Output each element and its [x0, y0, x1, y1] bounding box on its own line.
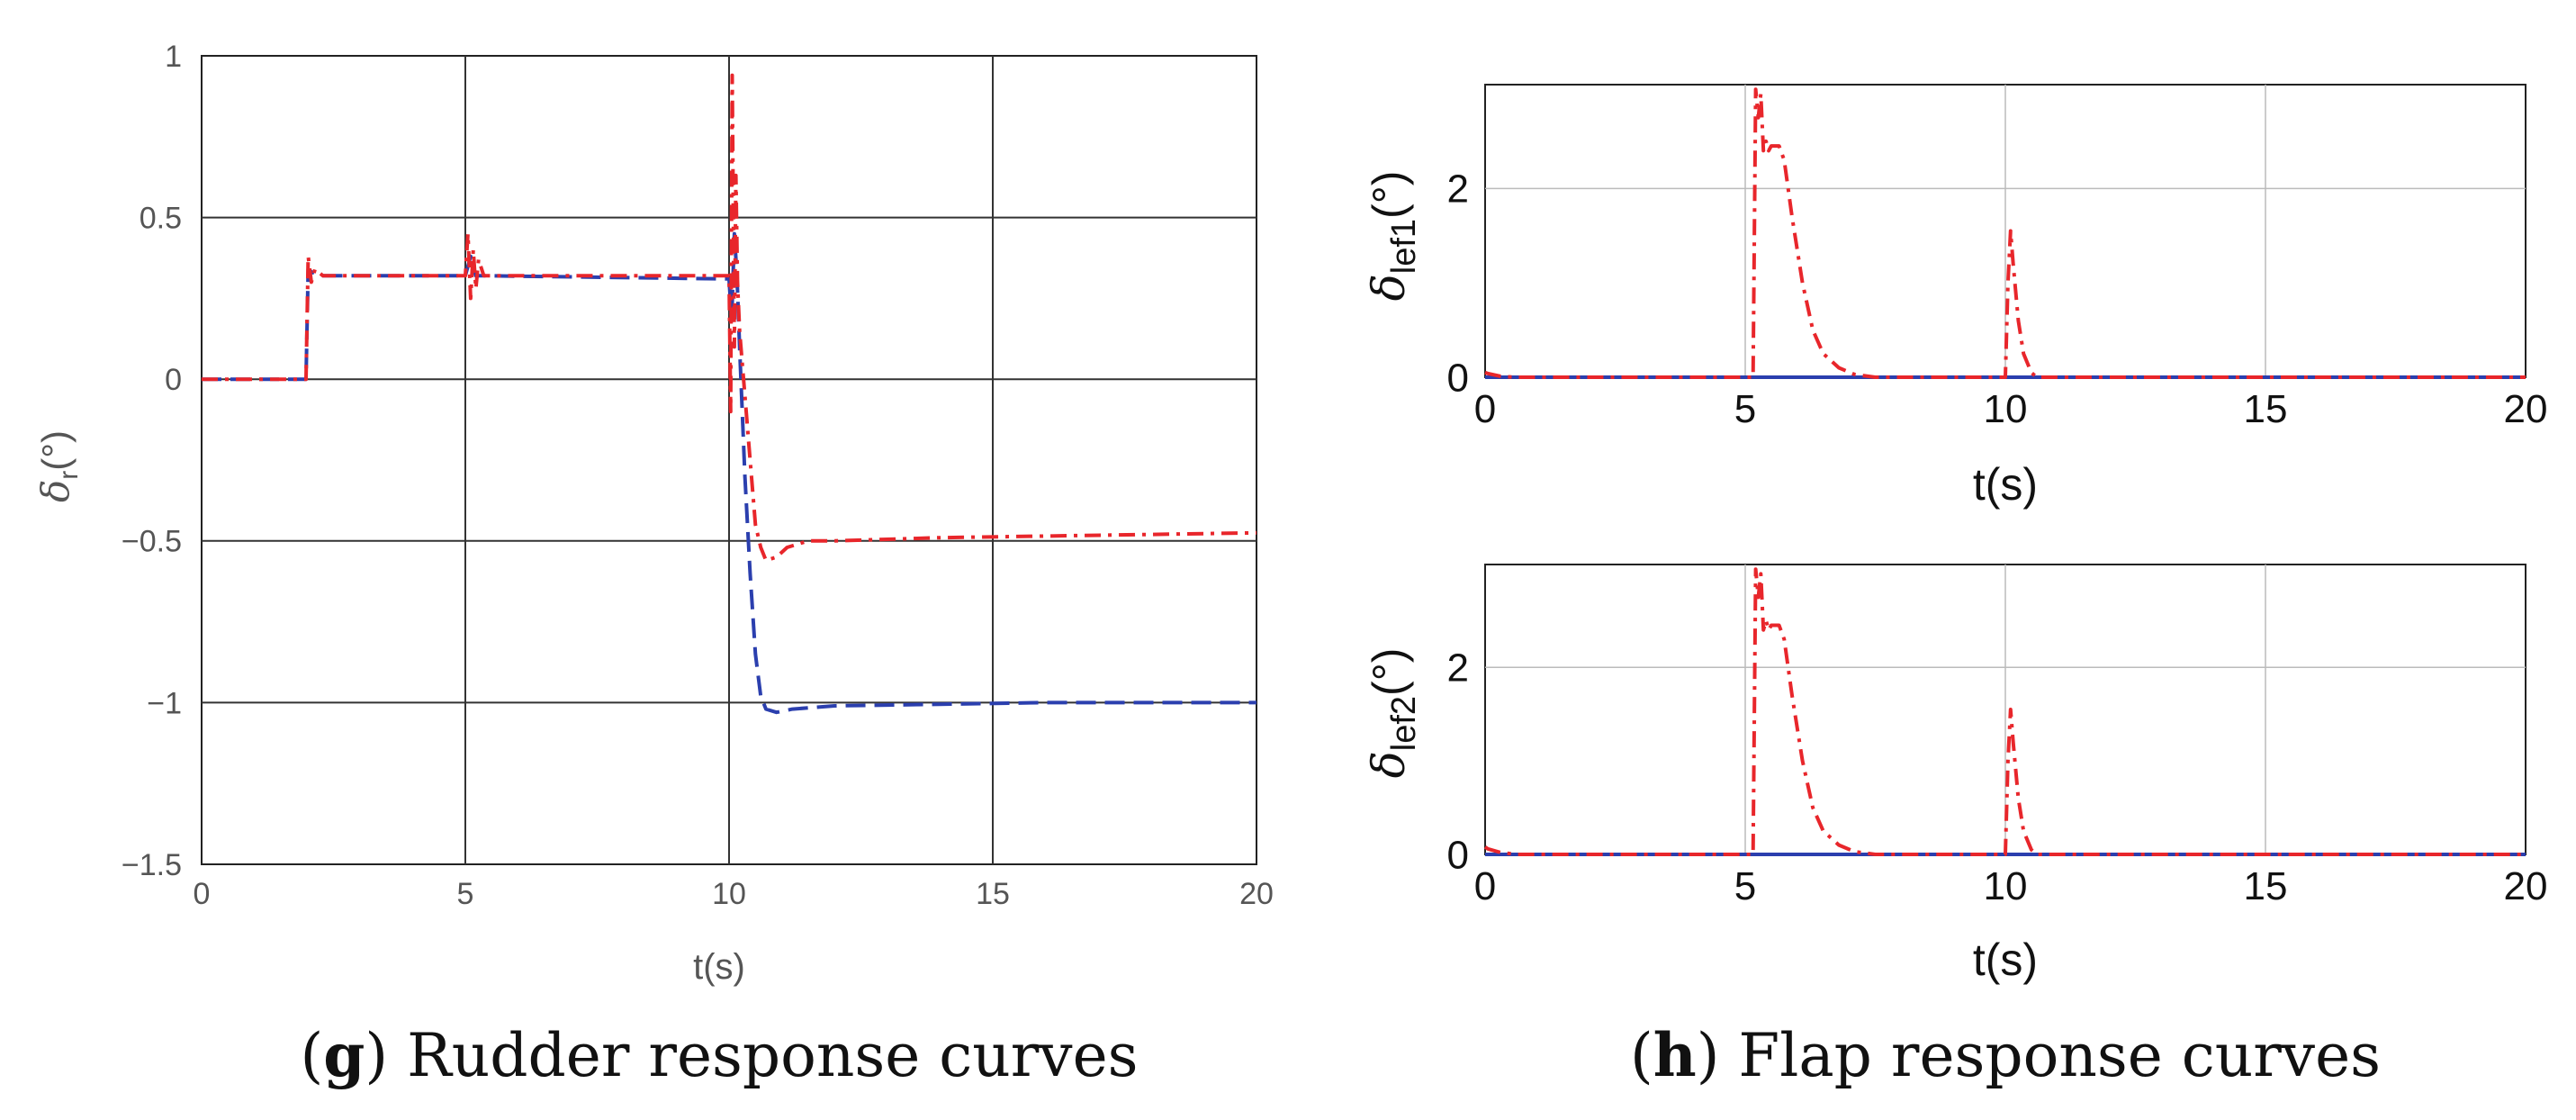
- lef1-xlabel: t(s): [1973, 459, 2038, 510]
- rudder-ylabel: δr(°): [33, 430, 84, 502]
- lef2-xlabel: t(s): [1973, 935, 2038, 985]
- rudder-caption: (g) Rudder response curves: [300, 1020, 1138, 1090]
- g-ytick-label: −1.5: [122, 848, 182, 882]
- g-xtick-label: 10: [712, 877, 746, 911]
- h2-xtick-label: 10: [1984, 864, 2028, 908]
- h2-series-red: [1483, 567, 2526, 856]
- rudder-chart: 0 5 10 15 20 −1.5 −1 −0.5 0 0.5 1 t(s) δr(°) (g) R…: [33, 40, 1274, 1090]
- lef1-ylabel: δlef1(°): [1363, 171, 1423, 302]
- h1-xtick-label: 10: [1984, 387, 2028, 431]
- g-series-red: [202, 73, 1257, 563]
- h2-xtick-label: 15: [2244, 864, 2288, 908]
- h2-xtick-label: 0: [1474, 864, 1496, 908]
- g-ytick-label: 1: [165, 40, 182, 74]
- g-ytick-label: −0.5: [122, 525, 182, 559]
- h1-xtick-label: 5: [1734, 387, 1756, 431]
- h1-series-red: [1484, 87, 2526, 379]
- g-ytick-label: 0: [165, 363, 182, 397]
- h2-ytick-label: 0: [1447, 833, 1469, 877]
- g-xtick-label: 15: [976, 877, 1010, 911]
- g-xtick-label: 0: [194, 877, 211, 911]
- h1-ytick-label: 0: [1447, 356, 1469, 400]
- g-ytick-label: 0.5: [140, 202, 182, 236]
- h2-xtick-label: 5: [1734, 864, 1756, 908]
- lef2-ylabel: δlef2(°): [1363, 648, 1423, 779]
- g-ytick-label: −1: [147, 686, 182, 720]
- rudder-xlabel: t(s): [693, 947, 745, 987]
- g-xtick-label: 20: [1239, 877, 1274, 911]
- h1-xtick-label: 20: [2504, 387, 2548, 431]
- h2-ytick-label: 2: [1447, 646, 1469, 691]
- h1-xtick-label: 0: [1474, 387, 1496, 431]
- g-xtick-label: 5: [457, 877, 474, 911]
- h2-xtick-label: 20: [2504, 864, 2548, 908]
- h1-ytick-label: 2: [1447, 167, 1469, 212]
- flap-lef1-chart: 0 5 10 15 20 0 2 t(s) δlef1(°): [1363, 84, 2548, 510]
- flap-caption: (h) Flap response curves: [1630, 1020, 2381, 1090]
- flap-lef2-chart: 0 5 10 15 20 0 2 t(s) δlef2(°) (h) Flap respon…: [1363, 564, 2548, 1090]
- h1-xtick-label: 15: [2244, 387, 2288, 431]
